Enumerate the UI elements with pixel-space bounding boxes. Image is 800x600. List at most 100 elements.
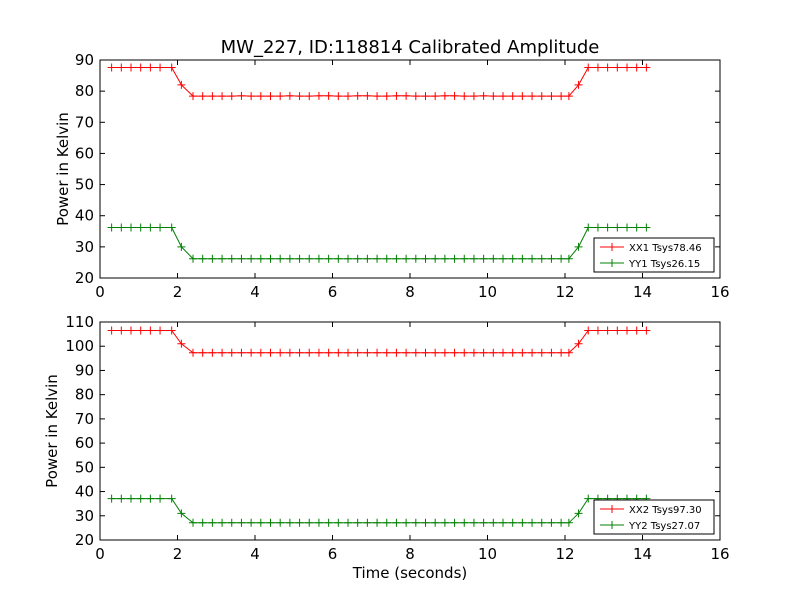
data-point	[537, 254, 546, 263]
data-point	[247, 518, 256, 527]
legend-marker	[608, 521, 616, 529]
data-point	[489, 92, 498, 101]
data-point	[227, 518, 236, 527]
data-point	[574, 509, 583, 518]
data-point	[460, 348, 469, 357]
data-point	[167, 63, 176, 72]
data-point	[295, 92, 304, 101]
legend: XX1 Tsys78.46 YY1 Tsys26.15	[593, 237, 715, 273]
bottom-subplot: 0 2 4 6 8 10 12 14 16 20 30 40 50 60 70 80 90 100 110 Power…	[43, 313, 730, 582]
data-point	[431, 518, 440, 527]
legend-marker	[608, 505, 616, 513]
data-point	[344, 254, 352, 263]
data-point	[547, 518, 556, 527]
data-point	[508, 92, 517, 101]
data-point	[353, 254, 362, 263]
y-axis-label: Power in Kelvin	[43, 374, 61, 488]
data-point	[489, 348, 498, 357]
data-point	[479, 518, 488, 527]
data-point	[411, 518, 420, 527]
data-point	[156, 223, 165, 232]
data-point	[353, 518, 362, 527]
data-point	[198, 348, 207, 357]
data-point	[642, 223, 651, 232]
x-tick-label: 6	[328, 283, 338, 301]
data-point	[528, 92, 537, 101]
data-point	[247, 92, 256, 101]
data-point	[218, 518, 227, 527]
x-tick-label: 12	[555, 283, 574, 301]
data-point	[146, 223, 155, 232]
legend-label: YY2 Tsys27.07	[628, 521, 700, 532]
data-point	[402, 91, 411, 100]
data-point	[373, 518, 382, 527]
data-point	[593, 326, 602, 335]
y-tick-label: 90	[75, 51, 94, 69]
data-point	[632, 63, 641, 72]
data-point	[189, 518, 197, 527]
data-point	[373, 92, 382, 101]
data-point	[218, 254, 227, 263]
data-point	[198, 518, 207, 527]
data-point	[314, 91, 323, 100]
data-point	[479, 91, 488, 100]
data-point	[227, 92, 236, 101]
data-point	[402, 518, 411, 527]
data-point	[276, 254, 285, 263]
data-point	[198, 254, 207, 263]
data-point	[392, 518, 401, 527]
data-point	[285, 518, 294, 527]
data-point	[382, 92, 391, 101]
data-point	[392, 254, 401, 263]
data-point	[564, 92, 573, 101]
data-point	[584, 63, 593, 72]
legend-box	[593, 499, 715, 535]
data-point	[167, 223, 176, 232]
x-tick-label: 16	[710, 545, 729, 563]
x-tick-label: 2	[173, 545, 183, 563]
y-tick-label: 30	[75, 507, 94, 525]
data-point	[295, 348, 304, 357]
data-point	[489, 254, 498, 263]
data-point	[344, 348, 352, 357]
data-point	[285, 254, 294, 263]
data-point	[256, 92, 265, 101]
data-point	[136, 223, 145, 232]
data-point	[324, 348, 333, 357]
data-point	[431, 254, 440, 263]
data-point	[547, 92, 556, 101]
data-point	[305, 348, 314, 357]
data-point	[574, 339, 583, 348]
data-point	[177, 242, 186, 251]
data-point	[508, 348, 517, 357]
y-tick-label: 90	[75, 361, 94, 379]
data-point	[189, 92, 197, 101]
data-point	[177, 80, 186, 89]
data-point	[547, 348, 556, 357]
x-tick-label: 10	[478, 545, 497, 563]
data-point	[450, 254, 459, 263]
legend-label: XX2 Tsys97.30	[629, 505, 702, 516]
data-point	[460, 254, 469, 263]
y-tick-label: 40	[75, 483, 94, 501]
data-point	[373, 254, 382, 263]
x-tick-label: 14	[633, 545, 652, 563]
data-point	[198, 92, 207, 101]
data-point	[603, 326, 612, 335]
data-point	[117, 494, 126, 503]
y-tick-label: 100	[65, 337, 94, 355]
data-point	[508, 518, 517, 527]
data-point	[469, 518, 478, 527]
data-point	[237, 518, 246, 527]
figure-title: MW_227, ID:118814 Calibrated Amplitude	[221, 37, 600, 58]
data-point	[334, 92, 343, 101]
legend-marker	[608, 243, 616, 251]
data-point	[564, 348, 573, 357]
data-point	[450, 91, 459, 100]
data-point	[411, 254, 420, 263]
data-point	[247, 254, 256, 263]
y-tick-label: 70	[75, 410, 94, 428]
data-point	[460, 518, 469, 527]
data-point	[276, 348, 285, 357]
